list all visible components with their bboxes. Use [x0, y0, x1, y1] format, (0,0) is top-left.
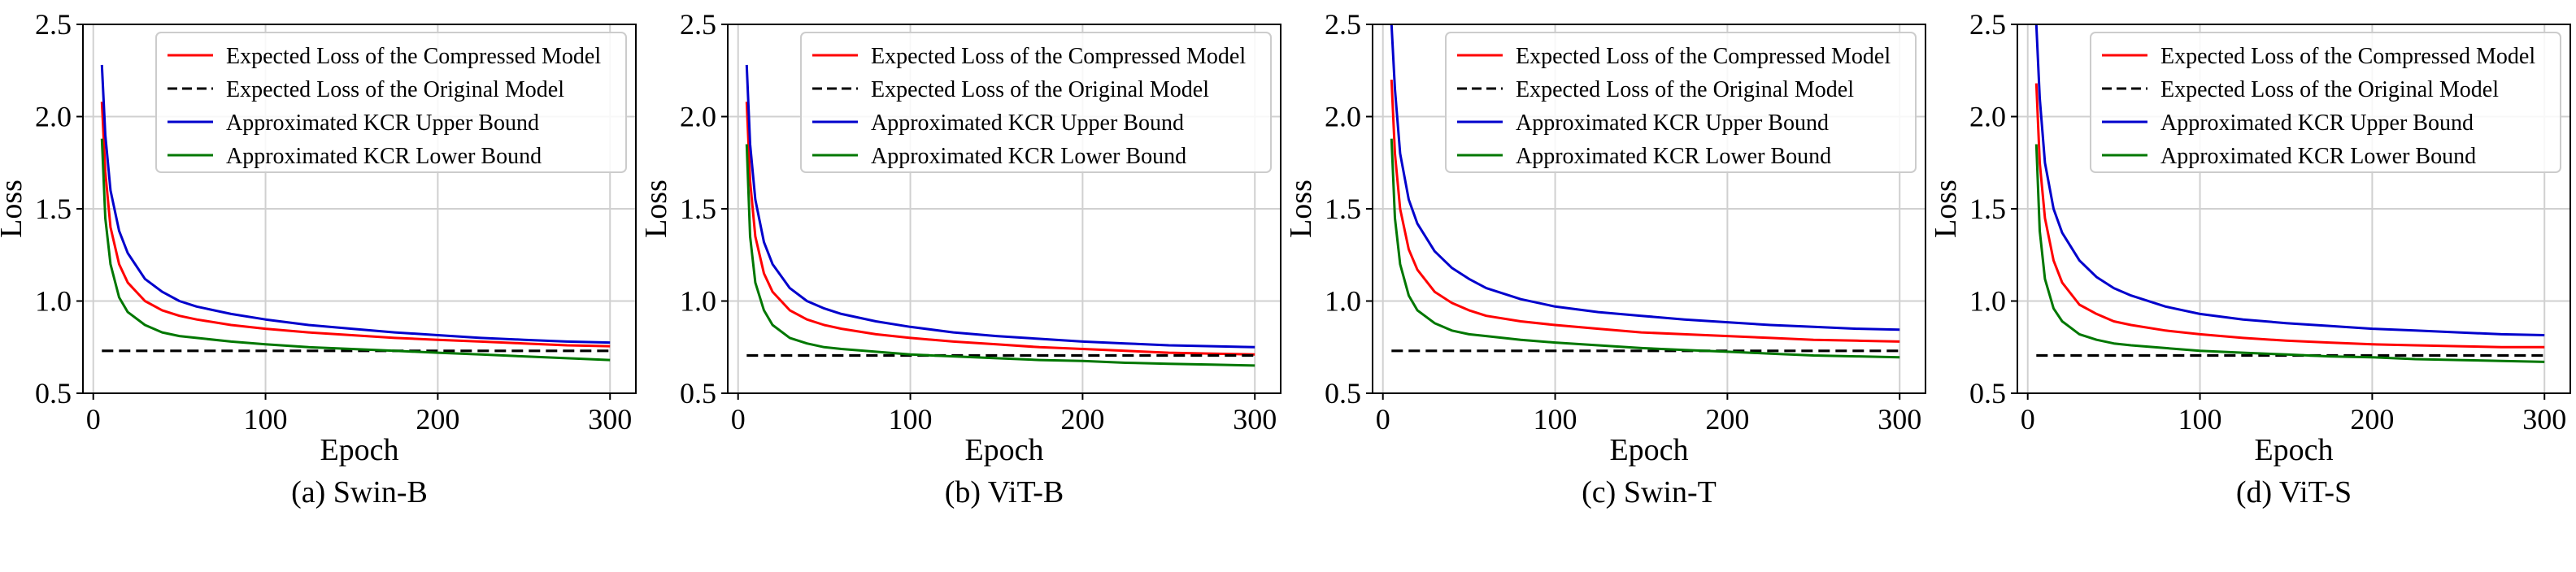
y-tick-label: 2.5: [35, 8, 72, 41]
y-tick-label: 1.0: [1969, 285, 2006, 318]
x-tick-label: 0: [1376, 403, 1390, 436]
legend-label-3: Approximated KCR Upper Bound: [1516, 110, 1829, 136]
legend-label-3: Approximated KCR Upper Bound: [226, 110, 539, 136]
y-axis-label: Loss: [0, 180, 28, 238]
series-line-4: [2034, 144, 2545, 363]
x-tick-label: 100: [244, 403, 288, 436]
legend-label-4: Approximated KCR Lower Bound: [871, 144, 1186, 169]
legend-label-1: Expected Loss of the Compressed Model: [871, 44, 1246, 69]
panel-caption: (c) Swin-T: [1582, 475, 1717, 509]
chart-panel-1: 0 100 200 300 0.5 1.0 1.5 2.0 2.5 Epoch Loss (a) Sw…: [0, 8, 637, 509]
x-axis-label: Epoch: [2254, 433, 2333, 467]
series-line-1: [745, 102, 1255, 356]
y-tick-label: 1.5: [680, 193, 716, 225]
chart-panel-2: 0 100 200 300 0.5 1.0 1.5 2.0 2.5 Epoch Loss (b) Vi…: [639, 8, 1281, 509]
series-line-4: [1390, 138, 1900, 359]
y-axis-label: Loss: [1929, 180, 1963, 238]
legend-label-1: Expected Loss of the Compressed Model: [226, 44, 601, 69]
legend-label-4: Approximated KCR Lower Bound: [1516, 144, 1831, 169]
series-group: [100, 64, 611, 362]
x-tick-label: 0: [2021, 403, 2035, 436]
legend-label-3: Approximated KCR Upper Bound: [871, 110, 1184, 136]
series-line-4: [745, 144, 1255, 367]
legend-box: [1445, 32, 1917, 173]
legend-label-4: Approximated KCR Lower Bound: [2160, 144, 2476, 169]
y-tick-label: 1.0: [1325, 285, 1361, 318]
panel-caption: (b) ViT-B: [945, 475, 1064, 509]
x-tick-label: 200: [1060, 403, 1104, 436]
series-group: [2034, 24, 2545, 363]
series-line-3: [1390, 24, 1900, 332]
x-tick-label: 0: [731, 403, 746, 436]
legend-label-1: Expected Loss of the Compressed Model: [2160, 44, 2535, 69]
x-tick-label: 100: [889, 403, 933, 436]
y-axis-label: Loss: [1284, 180, 1318, 238]
legend-box: [2090, 32, 2561, 173]
x-axis-label: Epoch: [320, 433, 398, 467]
x-tick-label: 100: [1534, 403, 1577, 436]
legend: Expected Loss of the Compressed Model Exp…: [800, 32, 1272, 173]
y-tick-label: 1.0: [35, 285, 72, 318]
legend-box: [800, 32, 1272, 173]
y-tick-label: 2.0: [680, 101, 716, 133]
legend: Expected Loss of the Compressed Model Exp…: [2090, 32, 2561, 173]
series-group: [1390, 24, 1900, 359]
legend-label-2: Expected Loss of the Original Model: [2160, 77, 2499, 102]
series-line-4: [100, 138, 611, 362]
y-tick-label: 1.5: [35, 193, 72, 225]
y-axis-label: Loss: [639, 180, 673, 238]
legend-label-4: Approximated KCR Lower Bound: [226, 144, 542, 169]
legend-label-2: Expected Loss of the Original Model: [871, 77, 1209, 102]
legend-label-3: Approximated KCR Upper Bound: [2160, 110, 2474, 136]
series-line-3: [2034, 24, 2545, 336]
legend-label-1: Expected Loss of the Compressed Model: [1516, 44, 1891, 69]
y-tick-label: 0.5: [1325, 377, 1361, 410]
legend-label-2: Expected Loss of the Original Model: [1516, 77, 1854, 102]
x-axis-label: Epoch: [1609, 433, 1688, 467]
y-tick-label: 1.5: [1325, 193, 1361, 225]
y-tick-label: 2.5: [680, 8, 716, 41]
x-tick-label: 300: [1878, 403, 1921, 436]
series-line-3: [100, 64, 611, 344]
panel-caption: (d) ViT-S: [2236, 475, 2352, 509]
y-tick-label: 2.5: [1325, 8, 1361, 41]
x-tick-label: 0: [86, 403, 101, 436]
y-tick-label: 0.5: [1969, 377, 2006, 410]
legend: Expected Loss of the Compressed Model Exp…: [155, 32, 627, 173]
chart-panel-4: 0 100 200 300 0.5 1.0 1.5 2.0 2.5 Epoch Loss (d) Vi…: [1929, 8, 2571, 509]
x-tick-label: 300: [1233, 403, 1277, 436]
x-tick-label: 200: [2350, 403, 2394, 436]
x-tick-label: 100: [2178, 403, 2222, 436]
y-tick-label: 2.0: [1325, 101, 1361, 133]
legend-box: [155, 32, 627, 173]
y-tick-label: 2.0: [35, 101, 72, 133]
y-tick-label: 1.5: [1969, 193, 2006, 225]
series-line-1: [100, 102, 611, 348]
x-tick-label: 200: [1705, 403, 1749, 436]
y-tick-label: 2.0: [1969, 101, 2006, 133]
y-tick-label: 1.0: [680, 285, 716, 318]
series-line-1: [1390, 80, 1900, 343]
x-tick-label: 300: [2522, 403, 2566, 436]
x-tick-label: 200: [416, 403, 459, 436]
x-axis-label: Epoch: [964, 433, 1043, 467]
y-tick-label: 0.5: [35, 377, 72, 410]
panel-caption: (a) Swin-B: [291, 475, 428, 509]
legend-label-2: Expected Loss of the Original Model: [226, 77, 564, 102]
series-line-1: [2034, 83, 2545, 349]
series-line-3: [745, 64, 1255, 349]
y-tick-label: 0.5: [680, 377, 716, 410]
series-group: [745, 64, 1255, 367]
x-tick-label: 300: [588, 403, 632, 436]
y-tick-label: 2.5: [1969, 8, 2006, 41]
legend: Expected Loss of the Compressed Model Exp…: [1445, 32, 1917, 173]
chart-panel-3: 0 100 200 300 0.5 1.0 1.5 2.0 2.5 Epoch Loss (c) Sw…: [1284, 8, 1926, 509]
